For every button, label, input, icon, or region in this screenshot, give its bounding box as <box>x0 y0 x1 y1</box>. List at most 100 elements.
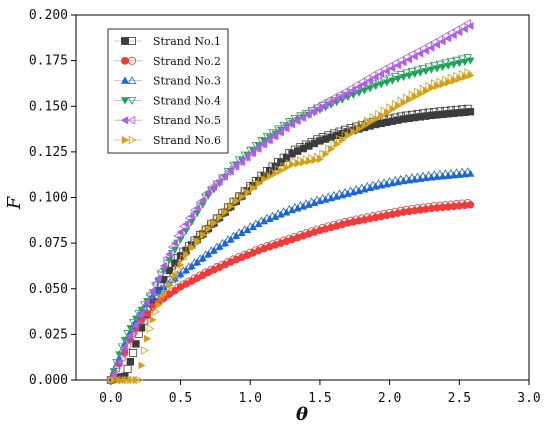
data-point <box>321 195 330 203</box>
data-point <box>316 155 324 164</box>
data-point-hollow <box>429 170 439 179</box>
data-point-hollow <box>424 170 433 179</box>
data-point <box>366 76 374 85</box>
data-point-hollow <box>463 167 472 175</box>
data-point <box>216 213 224 222</box>
data-point <box>226 235 235 243</box>
data-point <box>444 34 452 43</box>
data-point <box>289 160 297 169</box>
data-point <box>332 192 341 200</box>
y-tick-label: 0.075 <box>29 236 68 251</box>
data-point <box>237 228 246 236</box>
data-point <box>149 315 157 324</box>
data-point <box>193 258 202 266</box>
data-point <box>282 124 290 133</box>
legend-label: Strand No.3 <box>153 75 221 88</box>
data-point <box>338 92 346 101</box>
data-point <box>460 170 469 178</box>
data-point <box>209 183 218 191</box>
data-point <box>299 114 307 122</box>
data-point <box>444 171 453 179</box>
data-point-hollow <box>407 173 417 181</box>
data-point <box>288 120 296 129</box>
data-point <box>388 179 397 187</box>
data-point <box>144 334 152 343</box>
data-point <box>366 183 375 192</box>
data-point <box>343 89 351 98</box>
data-point-hollow <box>134 314 143 324</box>
data-point <box>460 58 469 66</box>
data-point <box>183 250 191 259</box>
data-point <box>126 358 135 366</box>
data-point-hollow <box>435 34 444 44</box>
data-point-hollow <box>440 31 449 41</box>
data-point <box>411 92 419 101</box>
y-tick-label: 0.125 <box>29 145 68 160</box>
data-point-hollow <box>463 19 471 28</box>
data-point <box>277 166 285 175</box>
data-point <box>260 217 269 225</box>
data-point-hollow <box>435 169 445 178</box>
data-point-hollow <box>128 325 137 334</box>
data-point <box>132 340 140 348</box>
data-point <box>350 128 358 137</box>
data-point <box>194 237 202 246</box>
data-point <box>266 172 274 181</box>
data-point <box>389 105 397 114</box>
legend-item: Strand No.1 <box>114 35 221 48</box>
data-point <box>304 110 312 119</box>
legend-item: Strand No.4 <box>114 94 221 107</box>
data-point <box>249 149 257 158</box>
data-point <box>455 60 464 68</box>
data-point <box>254 220 263 228</box>
data-point <box>399 74 408 82</box>
data-point <box>433 65 441 73</box>
data-point <box>388 64 396 73</box>
axis-ticks <box>71 14 530 385</box>
data-point <box>171 286 179 295</box>
data-point <box>198 196 206 204</box>
data-point <box>338 191 347 199</box>
data-point <box>316 197 324 205</box>
data-point <box>466 22 474 30</box>
data-point <box>205 224 213 233</box>
legend-marker-hollow <box>127 56 136 65</box>
data-point <box>394 75 402 83</box>
legend-marker <box>120 97 130 105</box>
data-point <box>215 177 223 186</box>
data-point <box>449 61 458 69</box>
data-point <box>432 40 441 49</box>
data-point <box>328 145 336 153</box>
y-tick-label: 0.175 <box>29 54 68 69</box>
legend-label: Strand No.6 <box>153 134 221 147</box>
data-point-hollow <box>457 167 467 176</box>
legend-marker <box>121 37 129 45</box>
data-point <box>177 261 185 269</box>
data-point-hollow <box>424 41 432 50</box>
data-point <box>417 89 425 98</box>
data-point <box>261 175 269 184</box>
legend-item: Strand No.5 <box>114 114 221 127</box>
data-point <box>439 80 447 89</box>
data-point <box>466 201 475 209</box>
x-tick-label: 0.0 <box>99 391 122 406</box>
data-point <box>310 107 318 116</box>
data-point <box>406 95 414 104</box>
data-point <box>221 239 230 247</box>
data-point <box>232 162 240 171</box>
data-point <box>255 179 263 188</box>
data-point <box>244 188 252 197</box>
data-point <box>166 281 174 289</box>
data-point <box>466 108 475 116</box>
data-point-hollow <box>123 336 131 346</box>
data-point-hollow <box>162 253 170 263</box>
data-point <box>344 131 352 140</box>
data-point <box>422 87 430 95</box>
data-point <box>449 171 458 179</box>
data-point <box>305 157 313 166</box>
data-point <box>460 25 468 33</box>
data-point <box>293 117 301 126</box>
data-point-hollow <box>145 291 154 300</box>
data-point <box>210 219 219 227</box>
